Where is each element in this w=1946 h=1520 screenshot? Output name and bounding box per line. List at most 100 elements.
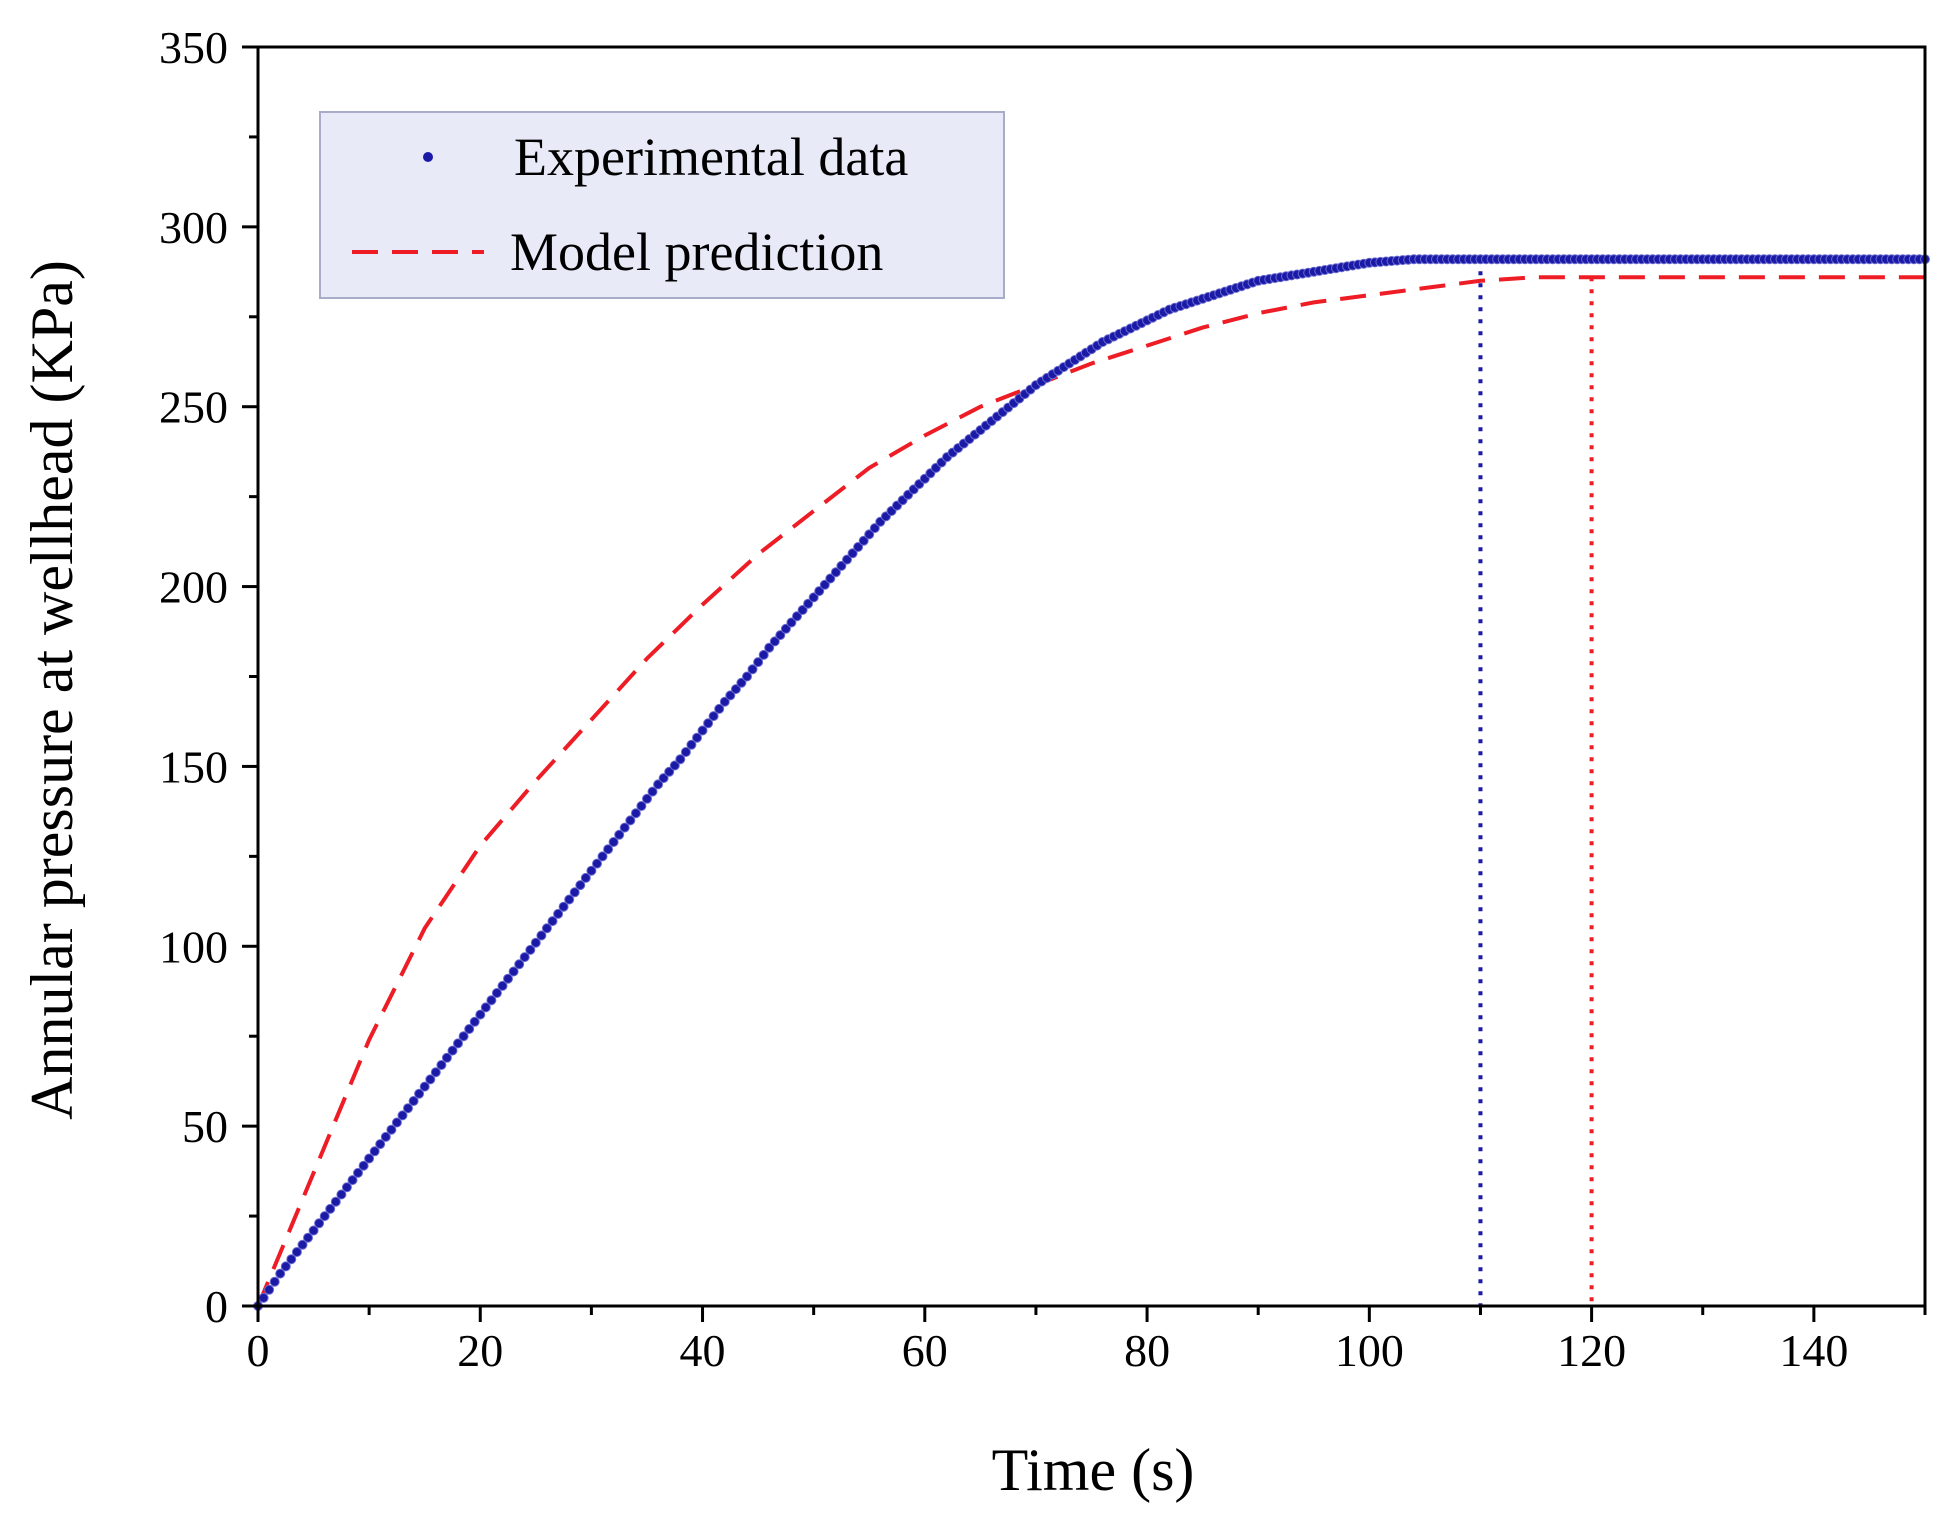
data-point — [308, 1225, 319, 1236]
data-point — [592, 858, 602, 869]
data-point — [330, 1196, 341, 1207]
data-point — [703, 718, 714, 729]
data-point — [764, 642, 775, 653]
data-point — [264, 1284, 275, 1295]
data-point — [603, 844, 614, 855]
data-point — [386, 1124, 397, 1135]
data-point — [825, 573, 836, 584]
data-point — [669, 760, 680, 771]
data-point — [808, 592, 819, 603]
data-point — [558, 901, 569, 912]
data-point — [842, 554, 852, 565]
data-point — [753, 657, 764, 668]
axes: 0 20 40 60 80 100 120 140 0 50 100 150 200 250 300 350 — [159, 22, 1927, 1376]
data-point — [453, 1038, 463, 1049]
x-tick-label: 100 — [1335, 1325, 1404, 1376]
y-tick-label: 200 — [159, 562, 228, 613]
data-point — [819, 579, 830, 590]
data-point — [853, 542, 864, 552]
data-point — [580, 872, 591, 883]
data-point — [686, 739, 697, 750]
data-point — [608, 837, 619, 847]
data-point — [814, 586, 825, 597]
plot-area — [253, 254, 1930, 1311]
x-tick-label: 20 — [457, 1325, 503, 1376]
legend-box — [319, 111, 1005, 299]
data-point — [653, 779, 664, 790]
x-tick-label: 140 — [1779, 1325, 1848, 1376]
data-point — [391, 1117, 402, 1128]
x-tick-label: 40 — [680, 1325, 726, 1376]
data-point — [553, 908, 564, 919]
data-point — [725, 690, 736, 701]
data-point — [286, 1254, 297, 1265]
data-point — [541, 923, 552, 934]
data-point — [375, 1139, 386, 1150]
data-point — [508, 966, 519, 977]
data-point — [441, 1052, 452, 1063]
data-point — [303, 1232, 313, 1243]
data-point — [664, 766, 675, 777]
data-point — [675, 754, 686, 765]
data-point — [697, 725, 708, 736]
y-tick-label: 350 — [159, 22, 228, 73]
data-point — [569, 887, 580, 898]
data-point — [314, 1218, 325, 1229]
data-point — [491, 988, 502, 998]
data-point — [530, 937, 541, 948]
data-point — [575, 880, 586, 891]
data-point — [419, 1081, 430, 1092]
legend-label-model: Model prediction — [510, 222, 883, 282]
data-point — [319, 1211, 330, 1222]
data-point — [680, 747, 691, 757]
data-point — [430, 1067, 441, 1078]
y-tick-label: 300 — [159, 202, 228, 253]
data-point — [719, 696, 730, 707]
data-point — [469, 1016, 480, 1027]
x-tick-label: 80 — [1124, 1325, 1170, 1376]
data-point — [519, 952, 530, 963]
x-axis-title: Time (s) — [992, 1437, 1195, 1503]
data-point — [464, 1024, 475, 1034]
data-point — [803, 598, 814, 609]
data-point — [692, 732, 702, 743]
data-point — [403, 1103, 413, 1114]
data-point — [536, 930, 547, 941]
data-point — [458, 1031, 469, 1042]
data-point — [503, 973, 513, 984]
data-point — [269, 1276, 280, 1287]
data-point — [786, 617, 797, 628]
data-point — [447, 1045, 458, 1056]
data-point — [514, 959, 525, 970]
data-point — [353, 1167, 363, 1178]
data-point — [792, 611, 802, 622]
data-point — [714, 703, 725, 714]
data-point — [547, 916, 558, 927]
data-point — [586, 865, 597, 876]
data-point — [625, 815, 636, 826]
data-point — [414, 1088, 425, 1099]
legend: Experimental data Model prediction — [319, 111, 1005, 299]
series-experimental-data — [253, 254, 1930, 1311]
series-model-prediction-line — [256, 275, 1925, 1307]
data-point — [291, 1247, 302, 1257]
data-point — [742, 671, 752, 682]
data-point — [275, 1268, 286, 1279]
data-point — [258, 1292, 269, 1303]
data-point — [847, 548, 858, 559]
data-point — [486, 995, 497, 1006]
data-point — [297, 1239, 308, 1250]
data-point — [369, 1146, 380, 1157]
data-point — [747, 664, 758, 675]
y-tick-label: 0 — [205, 1281, 228, 1332]
data-point — [475, 1009, 486, 1020]
data-point — [730, 684, 741, 695]
y-axis-title: Annular pressure at wellhead (KPa) — [19, 260, 85, 1120]
data-point — [336, 1189, 347, 1200]
data-point — [830, 567, 841, 578]
data-point — [597, 851, 608, 862]
data-point — [325, 1203, 336, 1214]
data-point — [708, 711, 719, 722]
data-point — [480, 1002, 491, 1013]
